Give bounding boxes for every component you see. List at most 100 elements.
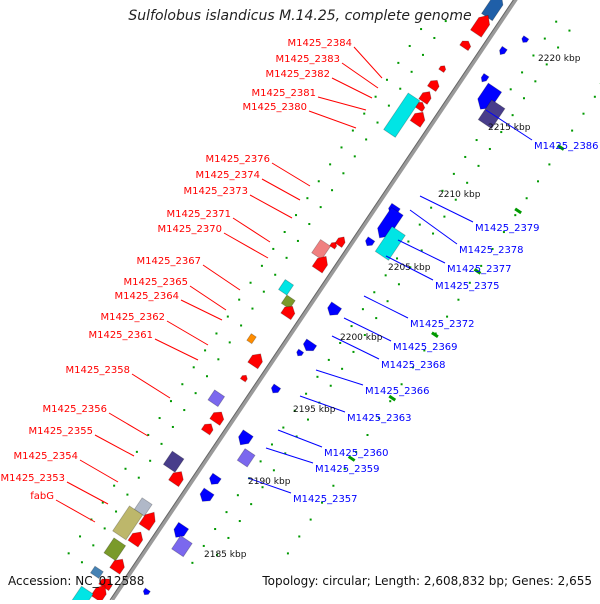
tick-dot — [385, 78, 388, 81]
tick-dot — [433, 36, 436, 39]
gene-block — [469, 14, 491, 38]
gene-block — [238, 429, 254, 446]
gene-label-right: M1425_2372 — [410, 319, 475, 330]
tick-dot — [480, 264, 483, 267]
gene-shape — [138, 511, 156, 532]
tick-dot — [249, 281, 252, 284]
tick-dot — [80, 561, 83, 564]
tick-dot — [511, 114, 514, 117]
scale-tick — [347, 455, 356, 462]
gene-block — [103, 537, 127, 562]
gene-shape — [109, 558, 125, 575]
tick-dot — [502, 231, 505, 234]
tick-dot — [377, 417, 380, 420]
tick-dot — [202, 544, 205, 547]
scale-label: 2215 kbp — [488, 123, 531, 133]
tick-dot — [272, 469, 275, 472]
tick-dot — [343, 467, 346, 470]
gene-shape — [426, 79, 440, 92]
tick-dot — [582, 112, 585, 115]
gene-block — [374, 225, 406, 261]
tick-dot — [332, 484, 335, 487]
tick-dot — [457, 298, 460, 301]
gene-shape — [200, 423, 214, 436]
tick-dot — [321, 501, 324, 504]
gene-label-left: M1425_2381 — [251, 88, 316, 99]
tick-dot — [306, 418, 309, 421]
tick-dot — [488, 147, 491, 150]
tick-dot — [183, 409, 186, 412]
leader-line-right — [363, 295, 409, 319]
tick-dot — [454, 198, 457, 201]
tick-dot — [443, 215, 446, 218]
leader-line-left — [223, 232, 269, 259]
tick-dot — [215, 332, 218, 335]
tick-dot — [352, 350, 355, 353]
gene-shape — [142, 587, 151, 596]
leader-line-right — [409, 209, 458, 245]
gene-shape — [209, 411, 225, 426]
leader-line-left — [341, 62, 379, 89]
tick-dot — [444, 20, 447, 23]
tick-dot — [342, 172, 345, 175]
gene-block — [329, 241, 338, 250]
leader-line-left — [166, 320, 209, 346]
tick-dot — [421, 53, 424, 56]
tick-dot — [373, 291, 376, 294]
tick-dot — [227, 536, 230, 539]
tick-dot — [270, 443, 273, 446]
leader-line-right — [277, 429, 323, 448]
gene-block — [109, 558, 125, 575]
tick-dot — [408, 44, 411, 47]
gene-label-left: M1425_2373 — [183, 186, 248, 197]
tick-dot — [525, 197, 528, 200]
tick-dot — [272, 247, 275, 250]
gene-label-left: M1425_2362 — [100, 312, 165, 323]
gene-label-left: M1425_2383 — [275, 54, 340, 65]
tick-dot — [410, 70, 413, 73]
gene-shape — [383, 92, 421, 138]
gene-shape — [238, 429, 254, 446]
tick-dot — [191, 561, 194, 564]
gene-block — [142, 587, 151, 596]
gene-block — [418, 91, 432, 105]
tick-dot — [537, 180, 540, 183]
gene-block — [311, 255, 328, 274]
tick-dot — [593, 95, 596, 98]
gene-block — [480, 0, 504, 22]
gene-shape — [329, 241, 338, 250]
gene-block — [477, 82, 503, 110]
gene-block — [296, 348, 305, 357]
scale-tick — [556, 144, 565, 151]
gene-shape — [168, 471, 184, 488]
gene-label-left: M1425_2384 — [287, 38, 352, 49]
leader-line-left — [189, 285, 227, 311]
gene-shape — [247, 353, 263, 370]
gene-shape — [311, 238, 332, 261]
gene-shape — [311, 255, 328, 274]
tick-dot — [441, 189, 444, 192]
gene-block — [383, 92, 421, 138]
tick-dot — [205, 375, 208, 378]
gene-label-left: M1425_2374 — [195, 170, 260, 181]
tick-dot — [350, 325, 353, 328]
tick-dot — [355, 450, 358, 453]
scale-tick — [473, 268, 482, 275]
tick-dot — [399, 87, 402, 90]
tick-dot — [521, 71, 524, 74]
tick-dot — [240, 324, 243, 327]
tick-dot — [228, 341, 231, 344]
gene-shape — [480, 0, 504, 22]
leader-line-right — [343, 317, 392, 342]
tick-dot — [194, 392, 197, 395]
gene-shape — [70, 585, 94, 604]
leader-line-right — [331, 335, 380, 360]
tick-dot — [339, 341, 342, 344]
leader-line-left — [331, 77, 373, 99]
leader-line-left — [108, 412, 149, 437]
gene-label-left: M1425_2364 — [114, 291, 179, 302]
gene-label-right: M1425_2378 — [459, 245, 524, 256]
gene-block — [209, 411, 225, 426]
